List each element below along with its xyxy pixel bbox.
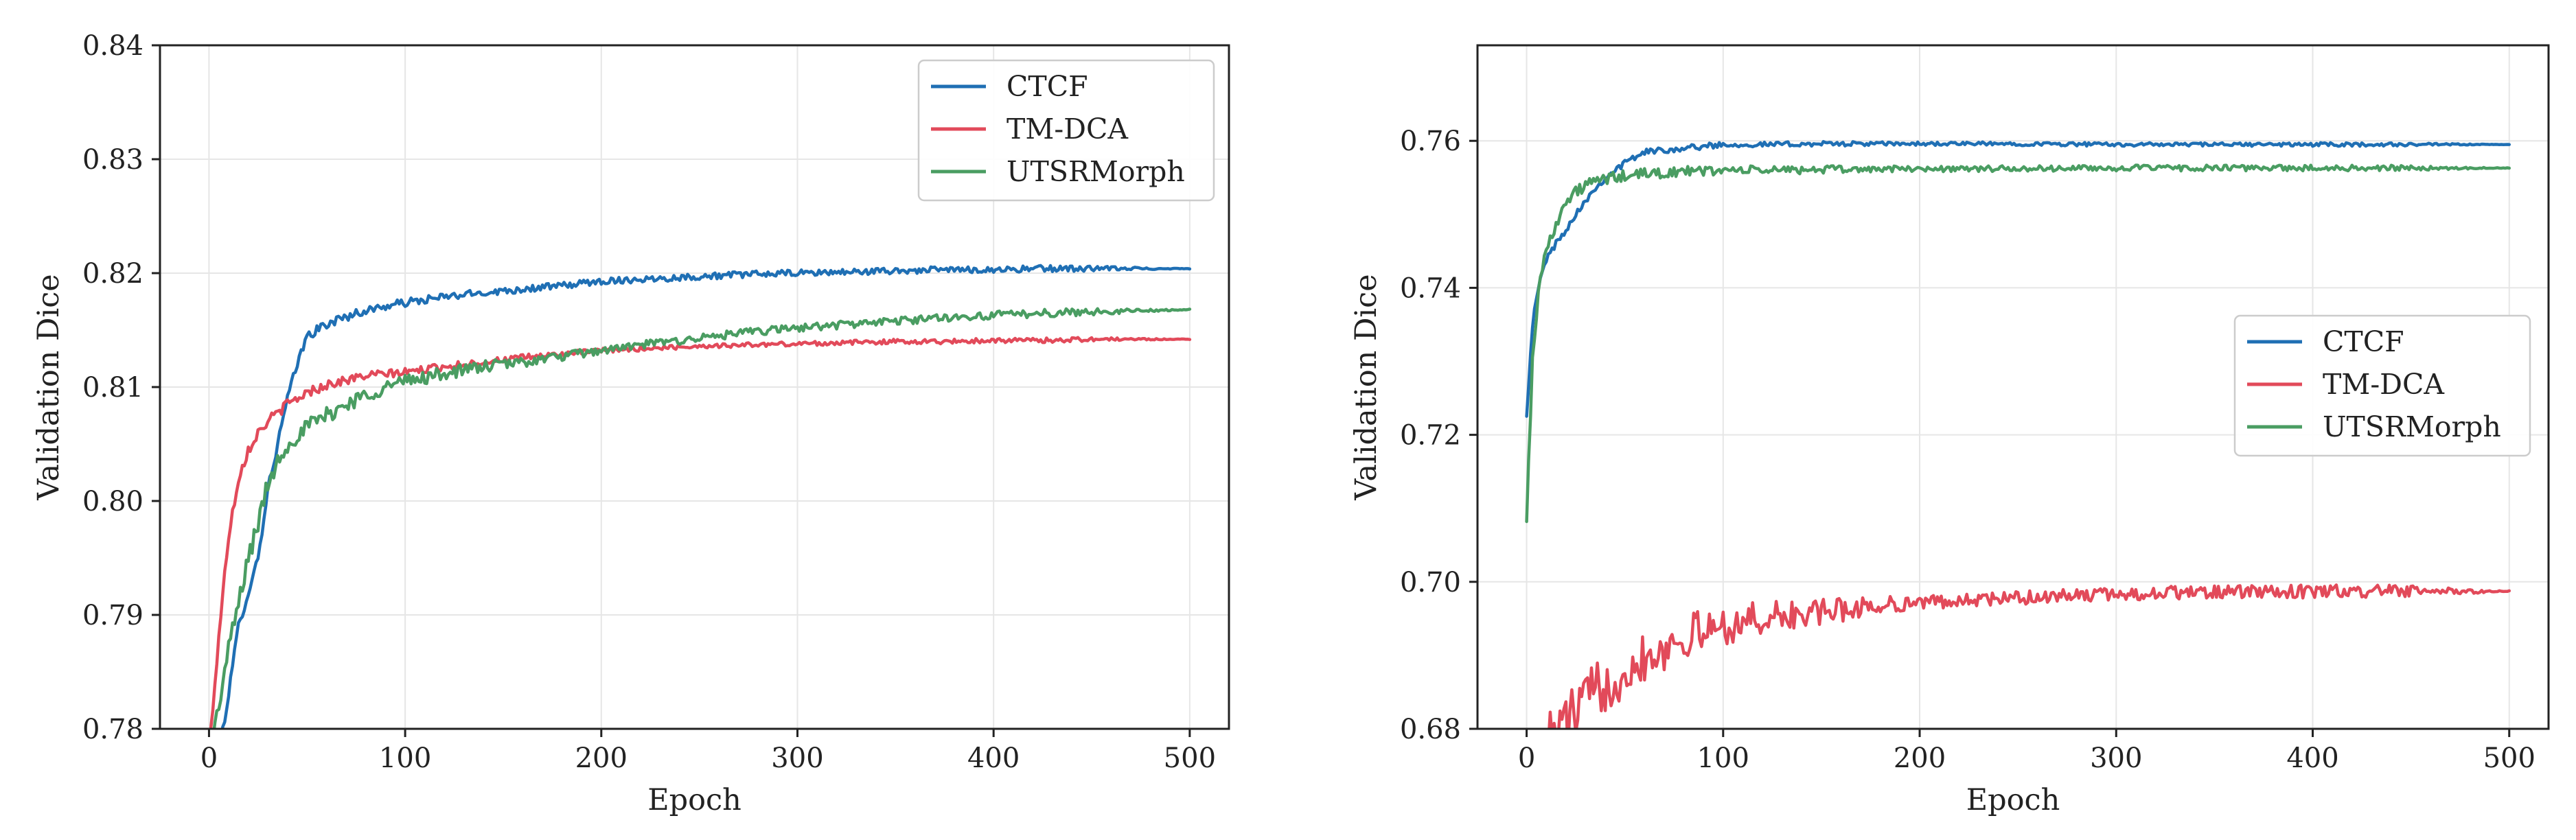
chart-right-x-axis-title: Epoch	[1966, 783, 2060, 817]
chart-right-x-tick-label: 300	[2090, 743, 2142, 774]
chart-left-series-ctcf	[220, 264, 1192, 729]
chart-right-x-tick-label: 400	[2286, 743, 2338, 774]
chart-right-y-tick-label: 0.70	[1400, 567, 1461, 598]
chart-left-legend-label: UTSRMorph	[1007, 155, 1185, 188]
chart-right-y-tick-label: 0.74	[1400, 272, 1461, 304]
chart-left-legend: CTCF TM-DCA UTSRMorph	[917, 59, 1215, 202]
chart-right-x-tick-label: 200	[1894, 743, 1946, 774]
chart-right-x-tick-label: 0	[1518, 743, 1535, 774]
chart-left-y-tick-label: 0.78	[82, 714, 143, 745]
chart-left-x-tick-label: 0	[200, 743, 218, 774]
chart-right-plot-frame	[1476, 44, 2550, 730]
chart-left-y-axis-title: Validation Dice	[32, 274, 66, 500]
chart-left-legend-label: TM-DCA	[1007, 113, 1129, 145]
chart-right-legend-label: TM-DCA	[2323, 368, 2445, 401]
chart-left-series-utsrmorph	[212, 307, 1192, 729]
chart-right-y-tick-label: 0.76	[1400, 126, 1461, 157]
chart-right-y-tick-label: 0.68	[1400, 714, 1461, 745]
chart-left-y-tick-label: 0.81	[82, 372, 143, 404]
chart-right-series-tm-dca	[1548, 583, 2511, 729]
chart-right: 0 100 200 300 400 500 0.68 0.70 0.72 0.74 0.76 Epo…	[1349, 44, 2550, 817]
chart-left: 0 100 200 300 400 500 0.78 0.79 0.80 0.81 0.82 0.83…	[32, 30, 1230, 817]
chart-left-series-tm-dca	[209, 336, 1192, 729]
chart-right-y-axis-title: Validation Dice	[1349, 274, 1383, 500]
chart-left-x-tick-label: 500	[1164, 743, 1216, 774]
chart-right-legend-label: CTCF	[2323, 325, 2404, 358]
chart-left-x-tick-label: 300	[771, 743, 823, 774]
chart-right-x-tick-label: 500	[2483, 743, 2535, 774]
chart-left-x-tick-label: 200	[575, 743, 628, 774]
chart-left-y-tick-label: 0.83	[82, 144, 143, 176]
chart-right-y-tick-label: 0.72	[1400, 420, 1461, 452]
chart-left-legend-box	[917, 59, 1215, 202]
chart-left-x-axis-title: Epoch	[647, 783, 741, 817]
chart-left-y-tick-label: 0.80	[82, 486, 143, 517]
chart-left-legend-label: CTCF	[1007, 70, 1088, 103]
chart-left-ticks: 0 100 200 300 400 500 0.78 0.79 0.80 0.81 0.82 0.83…	[82, 30, 1216, 774]
chart-right-series-ctcf	[1525, 140, 2511, 418]
chart-right-series-lines	[1525, 140, 2511, 729]
chart-right-x-tick-label: 100	[1697, 743, 1749, 774]
chart-left-x-tick-label: 100	[379, 743, 431, 774]
chart-right-legend-label: UTSRMorph	[2323, 410, 2501, 443]
chart-right-legend-box	[2233, 314, 2531, 457]
chart-left-x-tick-label: 400	[967, 743, 1020, 774]
chart-left-y-tick-label: 0.79	[82, 600, 143, 631]
chart-right-legend: CTCF TM-DCA UTSRMorph	[2233, 314, 2531, 457]
chart-left-y-tick-label: 0.84	[82, 30, 143, 62]
chart-left-series-lines	[209, 264, 1192, 729]
chart-right-series-utsrmorph	[1525, 163, 2511, 524]
chart-left-y-tick-label: 0.82	[82, 258, 143, 290]
chart-right-ticks: 0 100 200 300 400 500 0.68 0.70 0.72 0.74 0.76	[1400, 126, 2535, 774]
